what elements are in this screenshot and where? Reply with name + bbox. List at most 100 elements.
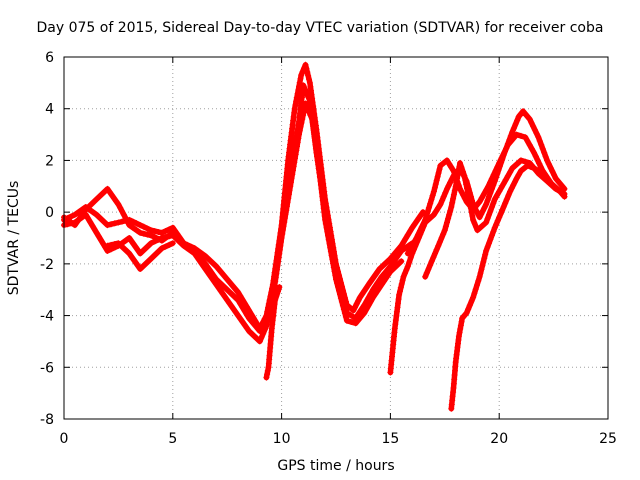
data-point <box>481 191 487 197</box>
data-point <box>303 90 310 97</box>
data-point <box>488 175 495 182</box>
data-point <box>502 200 509 207</box>
data-point <box>120 211 127 218</box>
data-point <box>226 289 233 296</box>
data-point <box>104 242 111 249</box>
data-point <box>505 192 512 199</box>
data-point <box>361 310 368 316</box>
data-point <box>398 281 405 287</box>
data-point <box>95 233 102 240</box>
data-point <box>432 181 439 188</box>
data-point <box>90 209 96 216</box>
data-point <box>251 321 258 328</box>
plot-frame <box>63 56 609 420</box>
data-point <box>272 297 279 304</box>
data-point <box>404 250 411 257</box>
data-point <box>398 258 405 265</box>
data-point <box>300 82 307 89</box>
data-point <box>278 239 284 245</box>
data-point <box>204 269 211 276</box>
data-point <box>496 160 503 166</box>
chart-title: Day 075 of 2015, Sidereal Day-to-day VTE… <box>37 20 604 36</box>
data-point <box>432 250 438 257</box>
data-point <box>284 203 290 210</box>
data-point <box>111 195 117 202</box>
data-point <box>115 240 122 247</box>
data-point <box>484 197 491 204</box>
data-point <box>232 309 239 316</box>
data-point <box>539 170 546 177</box>
data-point <box>404 263 411 270</box>
data-point <box>423 212 430 219</box>
data-point <box>184 245 191 252</box>
data-point <box>115 219 122 226</box>
data-point <box>137 229 144 236</box>
data-point <box>445 215 452 222</box>
data-point <box>518 157 524 164</box>
data-point <box>281 219 288 226</box>
data-point <box>235 312 242 319</box>
data-point <box>226 279 233 286</box>
data-point <box>484 244 491 250</box>
data-point <box>551 183 558 190</box>
data-point <box>202 266 209 272</box>
data-point <box>455 333 462 340</box>
data-point <box>82 211 89 218</box>
data-point <box>306 76 312 83</box>
data-point <box>472 286 479 293</box>
x-tick-label: 25 <box>599 431 617 447</box>
data-point <box>151 238 158 245</box>
data-point <box>522 158 529 165</box>
data-point <box>436 166 443 173</box>
data-point <box>497 210 504 217</box>
data-point <box>296 127 303 134</box>
data-point <box>300 112 307 119</box>
data-point <box>450 195 457 202</box>
data-point <box>122 217 129 224</box>
data-point <box>363 306 370 313</box>
data-point <box>402 235 409 242</box>
data-point <box>279 227 286 233</box>
data-point <box>140 223 147 230</box>
y-tick-label: -2 <box>40 257 54 273</box>
data-point <box>444 185 450 192</box>
data-point <box>246 315 252 322</box>
data-point <box>296 131 302 138</box>
data-point <box>524 162 531 169</box>
data-point <box>470 216 477 223</box>
data-point <box>140 230 147 237</box>
data-point <box>353 300 360 307</box>
data-point <box>528 145 535 152</box>
data-point <box>180 242 187 249</box>
data-point <box>311 131 318 138</box>
y-tick-label: -6 <box>40 360 54 376</box>
data-point <box>128 253 135 260</box>
data-point <box>393 308 400 315</box>
data-point <box>298 72 305 79</box>
data-point <box>79 214 86 221</box>
data-point <box>463 181 470 188</box>
data-point <box>481 255 488 262</box>
data-point <box>453 179 460 186</box>
data-point <box>415 215 422 222</box>
data-point <box>87 219 94 225</box>
data-point <box>288 175 295 182</box>
data-point <box>433 246 440 253</box>
data-point <box>130 241 137 248</box>
data-point <box>514 117 521 124</box>
data-point <box>446 211 453 218</box>
data-point <box>376 266 383 272</box>
data-point <box>435 170 442 176</box>
data-point <box>468 209 475 216</box>
data-point <box>230 306 237 313</box>
data-point <box>395 260 402 267</box>
data-point <box>428 258 435 265</box>
data-point <box>390 266 397 272</box>
data-point <box>93 229 100 236</box>
data-point <box>274 262 281 269</box>
data-point <box>248 318 255 325</box>
data-point <box>86 206 93 213</box>
data-point <box>496 188 503 195</box>
data-point <box>551 171 557 178</box>
data-point <box>175 237 182 244</box>
